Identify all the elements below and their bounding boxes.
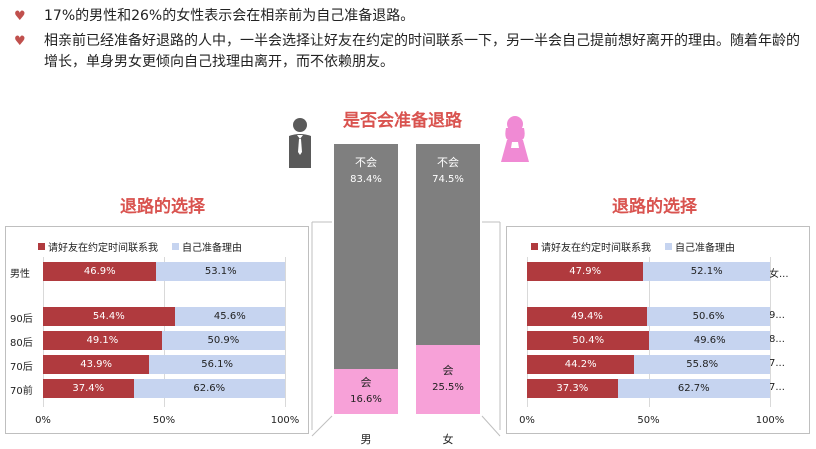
legend-label: 请好友在约定时间联系我 <box>541 243 651 254</box>
bar-friend: 54.4% <box>43 307 175 326</box>
x-tick-label: 50% <box>152 415 176 426</box>
bullet-text: 相亲前已经准备好退路的人中，一半会选择让好友在约定的时间联系一下，另一半会自己提… <box>44 33 800 70</box>
bullet-list: ♥ 17%的男性和26%的女性表示会在相亲前为自己准备退路。 ♥ 相亲前已经准备… <box>14 6 804 77</box>
bullet-item: ♥ 17%的男性和26%的女性表示会在相亲前为自己准备退路。 <box>14 6 804 27</box>
heart-icon: ♥ <box>14 34 26 49</box>
gridline <box>770 257 771 407</box>
bar-self: 55.8% <box>634 355 770 374</box>
right-chart-title: 退路的选择 <box>612 197 697 217</box>
right-legend: 请好友在约定时间联系我 自己准备理由 <box>531 239 749 254</box>
bar-self: 50.9% <box>161 331 285 350</box>
legend-label: 请好友在约定时间联系我 <box>48 243 158 254</box>
category-label: 8... <box>769 334 785 345</box>
column-no: 不会 83.4% <box>334 144 398 370</box>
column-no-value: 74.5% <box>432 174 464 185</box>
legend-swatch <box>38 243 45 250</box>
legend-swatch <box>665 243 672 250</box>
bar-self: 62.6% <box>133 379 285 398</box>
legend-item-friend: 请好友在约定时间联系我 <box>531 239 651 254</box>
column-yes-value: 25.5% <box>432 381 464 393</box>
bar-self: 62.7% <box>617 379 770 398</box>
column-no-name: 不会 <box>437 156 459 169</box>
bar-friend: 37.3% <box>527 379 618 398</box>
column-no-value: 83.4% <box>350 174 382 185</box>
category-label: 70后 <box>10 362 33 373</box>
legend-item-self: 自己准备理由 <box>172 239 242 254</box>
category-label: 男性 <box>10 269 30 280</box>
bar-self: 53.1% <box>156 262 285 281</box>
x-tick-label: 100% <box>270 415 300 426</box>
man-icon <box>289 118 311 168</box>
left-chart-panel: 请好友在约定时间联系我 自己准备理由 男性 46.9% 53.1% 90后 54.4% 4… <box>5 226 309 434</box>
bar-friend: 49.4% <box>527 307 648 326</box>
bullet-item: ♥ 相亲前已经准备好退路的人中，一半会选择让好友在约定的时间联系一下，另一半会自… <box>14 31 804 73</box>
legend-label: 自己准备理由 <box>182 243 242 254</box>
legend-item-self: 自己准备理由 <box>665 239 735 254</box>
legend-swatch <box>531 243 538 250</box>
right-chart-panel: 请好友在约定时间联系我 自己准备理由 女... 47.9% 52.1% 9... 49.… <box>506 226 810 434</box>
column-yes: 会 16.6% <box>334 369 398 414</box>
x-category-label: 女 <box>442 433 454 446</box>
category-label: 7... <box>769 358 785 369</box>
column-no: 不会 74.5% <box>416 144 480 346</box>
column-yes-name: 会 <box>360 375 372 389</box>
bar-friend: 37.4% <box>43 379 134 398</box>
center-chart-title: 是否会准备退路 <box>343 111 462 131</box>
bar-friend: 46.9% <box>43 262 157 281</box>
bar-friend: 50.4% <box>527 331 650 350</box>
woman-icon <box>501 116 529 162</box>
category-label: 90后 <box>10 314 33 325</box>
legend-label: 自己准备理由 <box>675 243 735 254</box>
heart-icon: ♥ <box>14 9 26 24</box>
bar-self: 49.6% <box>649 331 770 350</box>
column-yes-value: 16.6% <box>350 393 382 405</box>
bar-self: 56.1% <box>149 355 285 374</box>
column-no-name: 不会 <box>355 156 377 169</box>
category-label: 7... <box>769 382 785 393</box>
x-tick-label: 0% <box>519 415 535 426</box>
bar-friend: 49.1% <box>43 331 162 350</box>
legend-swatch <box>172 243 179 250</box>
x-tick-label: 50% <box>637 415 660 426</box>
gridline <box>285 257 286 407</box>
left-chart-title: 退路的选择 <box>120 197 205 217</box>
bullet-text: 17%的男性和26%的女性表示会在相亲前为自己准备退路。 <box>44 8 415 24</box>
column-yes-name: 会 <box>442 363 454 377</box>
left-legend: 请好友在约定时间联系我 自己准备理由 <box>38 239 256 254</box>
column-yes: 会 25.5% <box>416 345 480 414</box>
bar-friend: 47.9% <box>527 262 644 281</box>
legend-item-friend: 请好友在约定时间联系我 <box>38 239 158 254</box>
x-category-label: 男 <box>360 433 372 446</box>
bar-self: 45.6% <box>174 307 285 326</box>
left-plot-area: 男性 46.9% 53.1% 90后 54.4% 45.6% 80后 49.1% 50.9% 70… <box>6 227 308 433</box>
right-plot-area: 女... 47.9% 52.1% 9... 49.4% 50.6% 8... 50.4% 49.… <box>507 227 809 433</box>
category-label: 80后 <box>10 338 33 349</box>
bar-friend: 43.9% <box>43 355 150 374</box>
bar-friend: 44.2% <box>527 355 635 374</box>
bar-self: 50.6% <box>647 307 770 326</box>
x-tick-label: 0% <box>35 415 51 426</box>
category-label: 9... <box>769 310 785 321</box>
category-label: 70前 <box>10 386 33 397</box>
category-label: 女... <box>769 269 789 280</box>
bar-self: 52.1% <box>643 262 770 281</box>
x-tick-label: 100% <box>755 415 785 426</box>
